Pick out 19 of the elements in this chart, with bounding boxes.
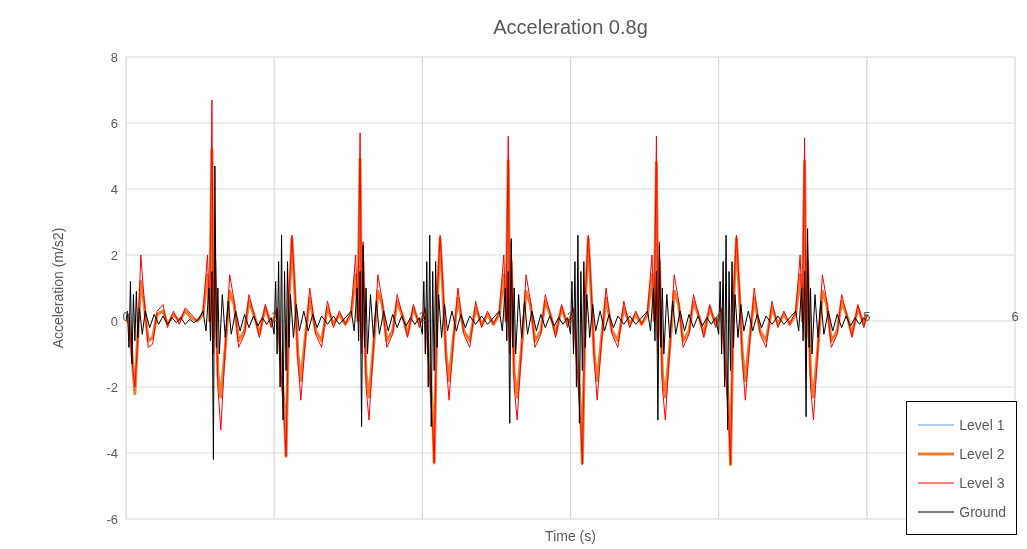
y-tick-label: 8 (110, 49, 118, 65)
x-tick-label: 1 (270, 309, 278, 324)
x-tick-label: 6 (1011, 309, 1019, 324)
legend-label: Level 1 (959, 416, 1005, 433)
legend-label: Level 3 (959, 474, 1005, 491)
legend-label: Level 2 (959, 445, 1005, 462)
y-tick-label: 4 (110, 181, 118, 197)
x-tick-label: 2 (418, 309, 426, 324)
x-axis-title: Time (s) (545, 528, 596, 544)
y-tick-label: -2 (106, 379, 118, 395)
y-tick-label: -4 (106, 445, 118, 461)
y-tick-label: 6 (110, 115, 118, 131)
x-tick-label: 0 (122, 309, 130, 324)
x-tick-label: 3 (566, 309, 575, 324)
y-axis-title: Acceleration (m/s2) (49, 227, 66, 349)
y-tick-label: 2 (110, 247, 118, 263)
chart-title: Acceleration 0.8g (492, 16, 649, 39)
legend-label: Ground (959, 503, 1006, 520)
y-tick-label: -6 (106, 511, 118, 527)
